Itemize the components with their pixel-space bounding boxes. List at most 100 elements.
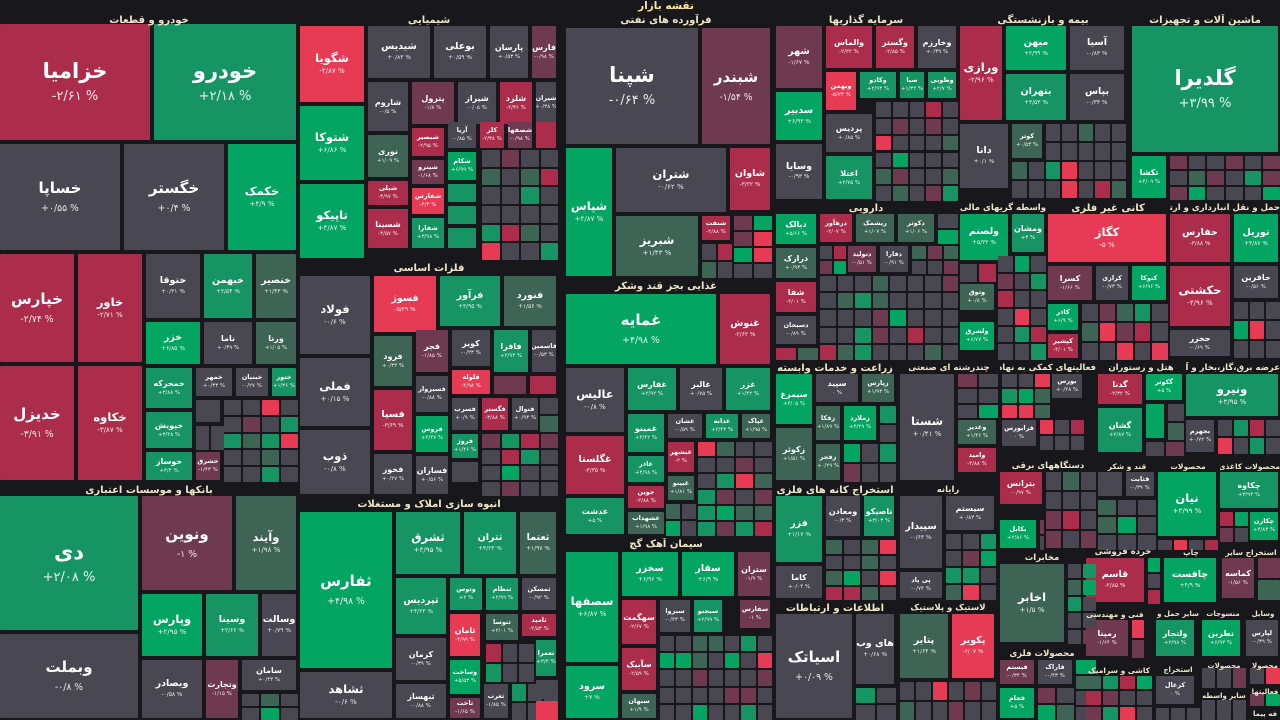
stock-tile-small[interactable]: [979, 264, 996, 282]
stock-tile[interactable]: غزر +۱/۴۲ %: [726, 368, 770, 410]
stock-tile[interactable]: ومعادن -۰/۳ %: [826, 496, 860, 536]
stock-tile-small[interactable]: [666, 504, 680, 519]
stock-tile-small[interactable]: [925, 310, 941, 326]
stock-tile-small[interactable]: [1207, 171, 1224, 185]
stock-tile-small[interactable]: [925, 293, 941, 309]
stock-tile-small[interactable]: [834, 261, 846, 274]
stock-tile-small[interactable]: [1250, 340, 1264, 358]
stock-tile-small[interactable]: [1080, 491, 1096, 509]
stock-tile[interactable]: دسبحان -۰/۸۹ %: [776, 316, 816, 344]
stock-tile[interactable]: غمینو +۳/۴۲ %: [628, 414, 664, 452]
stock-tile-small[interactable]: [1031, 273, 1046, 290]
stock-tile[interactable]: شتوکا +۶/۸۶ %: [300, 106, 364, 180]
stock-tile-small[interactable]: [1158, 540, 1172, 550]
stock-tile-small[interactable]: [1250, 668, 1264, 684]
stock-tile-small[interactable]: [261, 708, 279, 720]
stock-tile[interactable]: سفارس -۱ %: [740, 600, 770, 628]
stock-tile-small[interactable]: [1062, 124, 1077, 141]
stock-tile-small[interactable]: [1226, 171, 1243, 185]
stock-tile-small[interactable]: [540, 398, 558, 414]
stock-tile[interactable]: ثامید -۴/۵۳ %: [522, 614, 556, 636]
stock-tile[interactable]: ولصنم +۵/۳۲ %: [960, 214, 1008, 260]
stock-tile-small[interactable]: [1250, 438, 1264, 454]
stock-tile-small[interactable]: [1095, 181, 1110, 198]
stock-tile-small[interactable]: [907, 293, 923, 309]
stock-tile-small[interactable]: [892, 135, 908, 151]
stock-tile-small[interactable]: [1132, 620, 1144, 638]
stock-tile-small[interactable]: [1146, 442, 1164, 456]
stock-tile-small[interactable]: [872, 276, 888, 292]
stock-tile[interactable]: عالیس -۰/۸ %: [566, 368, 624, 432]
stock-tile[interactable]: زفجر +۰/۲۹ %: [816, 444, 840, 480]
stock-tile-small[interactable]: [521, 187, 539, 204]
stock-tile[interactable]: فملی +۰/۱۵ %: [300, 358, 370, 426]
stock-tile-small[interactable]: [944, 246, 958, 259]
stock-tile[interactable]: ثشرق +۴/۹۵ %: [396, 512, 460, 574]
stock-tile[interactable]: ذوب -۰/۸ %: [300, 430, 370, 494]
stock-tile-small[interactable]: [1188, 156, 1206, 170]
stock-tile-small[interactable]: [880, 555, 896, 569]
stock-tile-small[interactable]: [692, 687, 707, 703]
stock-tile-small[interactable]: [1117, 342, 1133, 360]
stock-tile-small[interactable]: [1152, 342, 1168, 360]
stock-tile-small[interactable]: [1080, 511, 1096, 529]
stock-tile-small[interactable]: [1148, 558, 1160, 572]
stock-tile-small[interactable]: [754, 264, 772, 278]
stock-tile-small[interactable]: [1046, 181, 1061, 198]
stock-tile-small[interactable]: [855, 344, 871, 360]
stock-tile-small[interactable]: [1018, 374, 1034, 388]
stock-tile-small[interactable]: [1170, 171, 1187, 185]
stock-tile-small[interactable]: [1068, 613, 1081, 628]
stock-tile-small[interactable]: [482, 466, 500, 480]
stock-tile-small[interactable]: [880, 406, 896, 423]
stock-tile-small[interactable]: [909, 152, 925, 168]
stock-tile[interactable]: آسیا -۰/۸۳ %: [1070, 26, 1124, 70]
stock-tile-small[interactable]: [708, 704, 724, 720]
stock-tile-small[interactable]: [880, 571, 896, 585]
stock-tile[interactable]: ومشان +۳ %: [1012, 214, 1044, 252]
stock-tile[interactable]: ثغرب -۱/۸۵ %: [484, 684, 508, 718]
stock-tile-small[interactable]: [692, 670, 707, 686]
stock-tile[interactable]: حافرین -۰/۵۶ %: [1234, 266, 1278, 298]
stock-tile-small[interactable]: [501, 168, 519, 186]
stock-tile-small[interactable]: [837, 344, 853, 360]
stock-tile-small[interactable]: [1263, 171, 1280, 185]
stock-tile[interactable]: چافست +۴/۹ %: [1164, 558, 1216, 602]
stock-tile-small[interactable]: [949, 702, 964, 720]
stock-tile[interactable]: خوساز +۳/۴ %: [146, 452, 192, 480]
stock-tile-small[interactable]: [928, 246, 942, 259]
stock-tile-small[interactable]: [540, 168, 558, 186]
stock-tile[interactable]: وپارس +۲/۹۵ %: [142, 594, 202, 656]
stock-tile-small[interactable]: [1038, 705, 1055, 720]
stock-tile[interactable]: ثمسکن -۰/۹۲ %: [522, 578, 556, 610]
stock-tile-small[interactable]: [660, 704, 675, 720]
stock-tile-small[interactable]: [844, 586, 860, 600]
stock-tile[interactable]: غالبر +۰/۷۵ %: [680, 368, 722, 410]
stock-tile-small[interactable]: [224, 400, 241, 415]
stock-tile[interactable]: تاپیکو +۴/۸۷ %: [300, 184, 364, 258]
stock-tile-small[interactable]: [909, 169, 925, 185]
stock-tile-small[interactable]: [754, 232, 772, 246]
stock-tile-small[interactable]: [844, 540, 860, 554]
stock-tile[interactable]: پتایر +۱/۶۴ %: [900, 614, 948, 678]
stock-tile[interactable]: سرود +۷ %: [566, 666, 618, 718]
stock-tile-small[interactable]: [880, 464, 896, 482]
stock-tile-small[interactable]: [501, 150, 519, 167]
stock-tile-small[interactable]: [1263, 156, 1280, 170]
stock-tile[interactable]: خکاوه -۳/۸۷ %: [78, 366, 142, 480]
stock-tile-small[interactable]: [1098, 500, 1116, 516]
stock-tile-small[interactable]: [1002, 389, 1017, 403]
stock-tile[interactable]: سپیدار -۰/۶۳ %: [900, 496, 942, 568]
stock-tile-small[interactable]: [1080, 472, 1096, 490]
stock-tile[interactable]: شبلی -۳/۹۷ %: [368, 181, 408, 205]
stock-tile-small[interactable]: [736, 458, 753, 472]
stock-tile-small[interactable]: [540, 150, 558, 167]
stock-tile-small[interactable]: [512, 684, 526, 701]
stock-tile-small[interactable]: [734, 248, 752, 262]
stock-tile-small[interactable]: [1166, 442, 1184, 456]
stock-tile[interactable]: فولاد -۰/۶ %: [300, 276, 370, 354]
stock-tile-small[interactable]: [943, 186, 958, 201]
stock-tile[interactable]: غاذر +۴/۹۸ %: [628, 456, 664, 482]
stock-tile-small[interactable]: [909, 102, 925, 117]
stock-tile-small[interactable]: [1234, 302, 1248, 320]
